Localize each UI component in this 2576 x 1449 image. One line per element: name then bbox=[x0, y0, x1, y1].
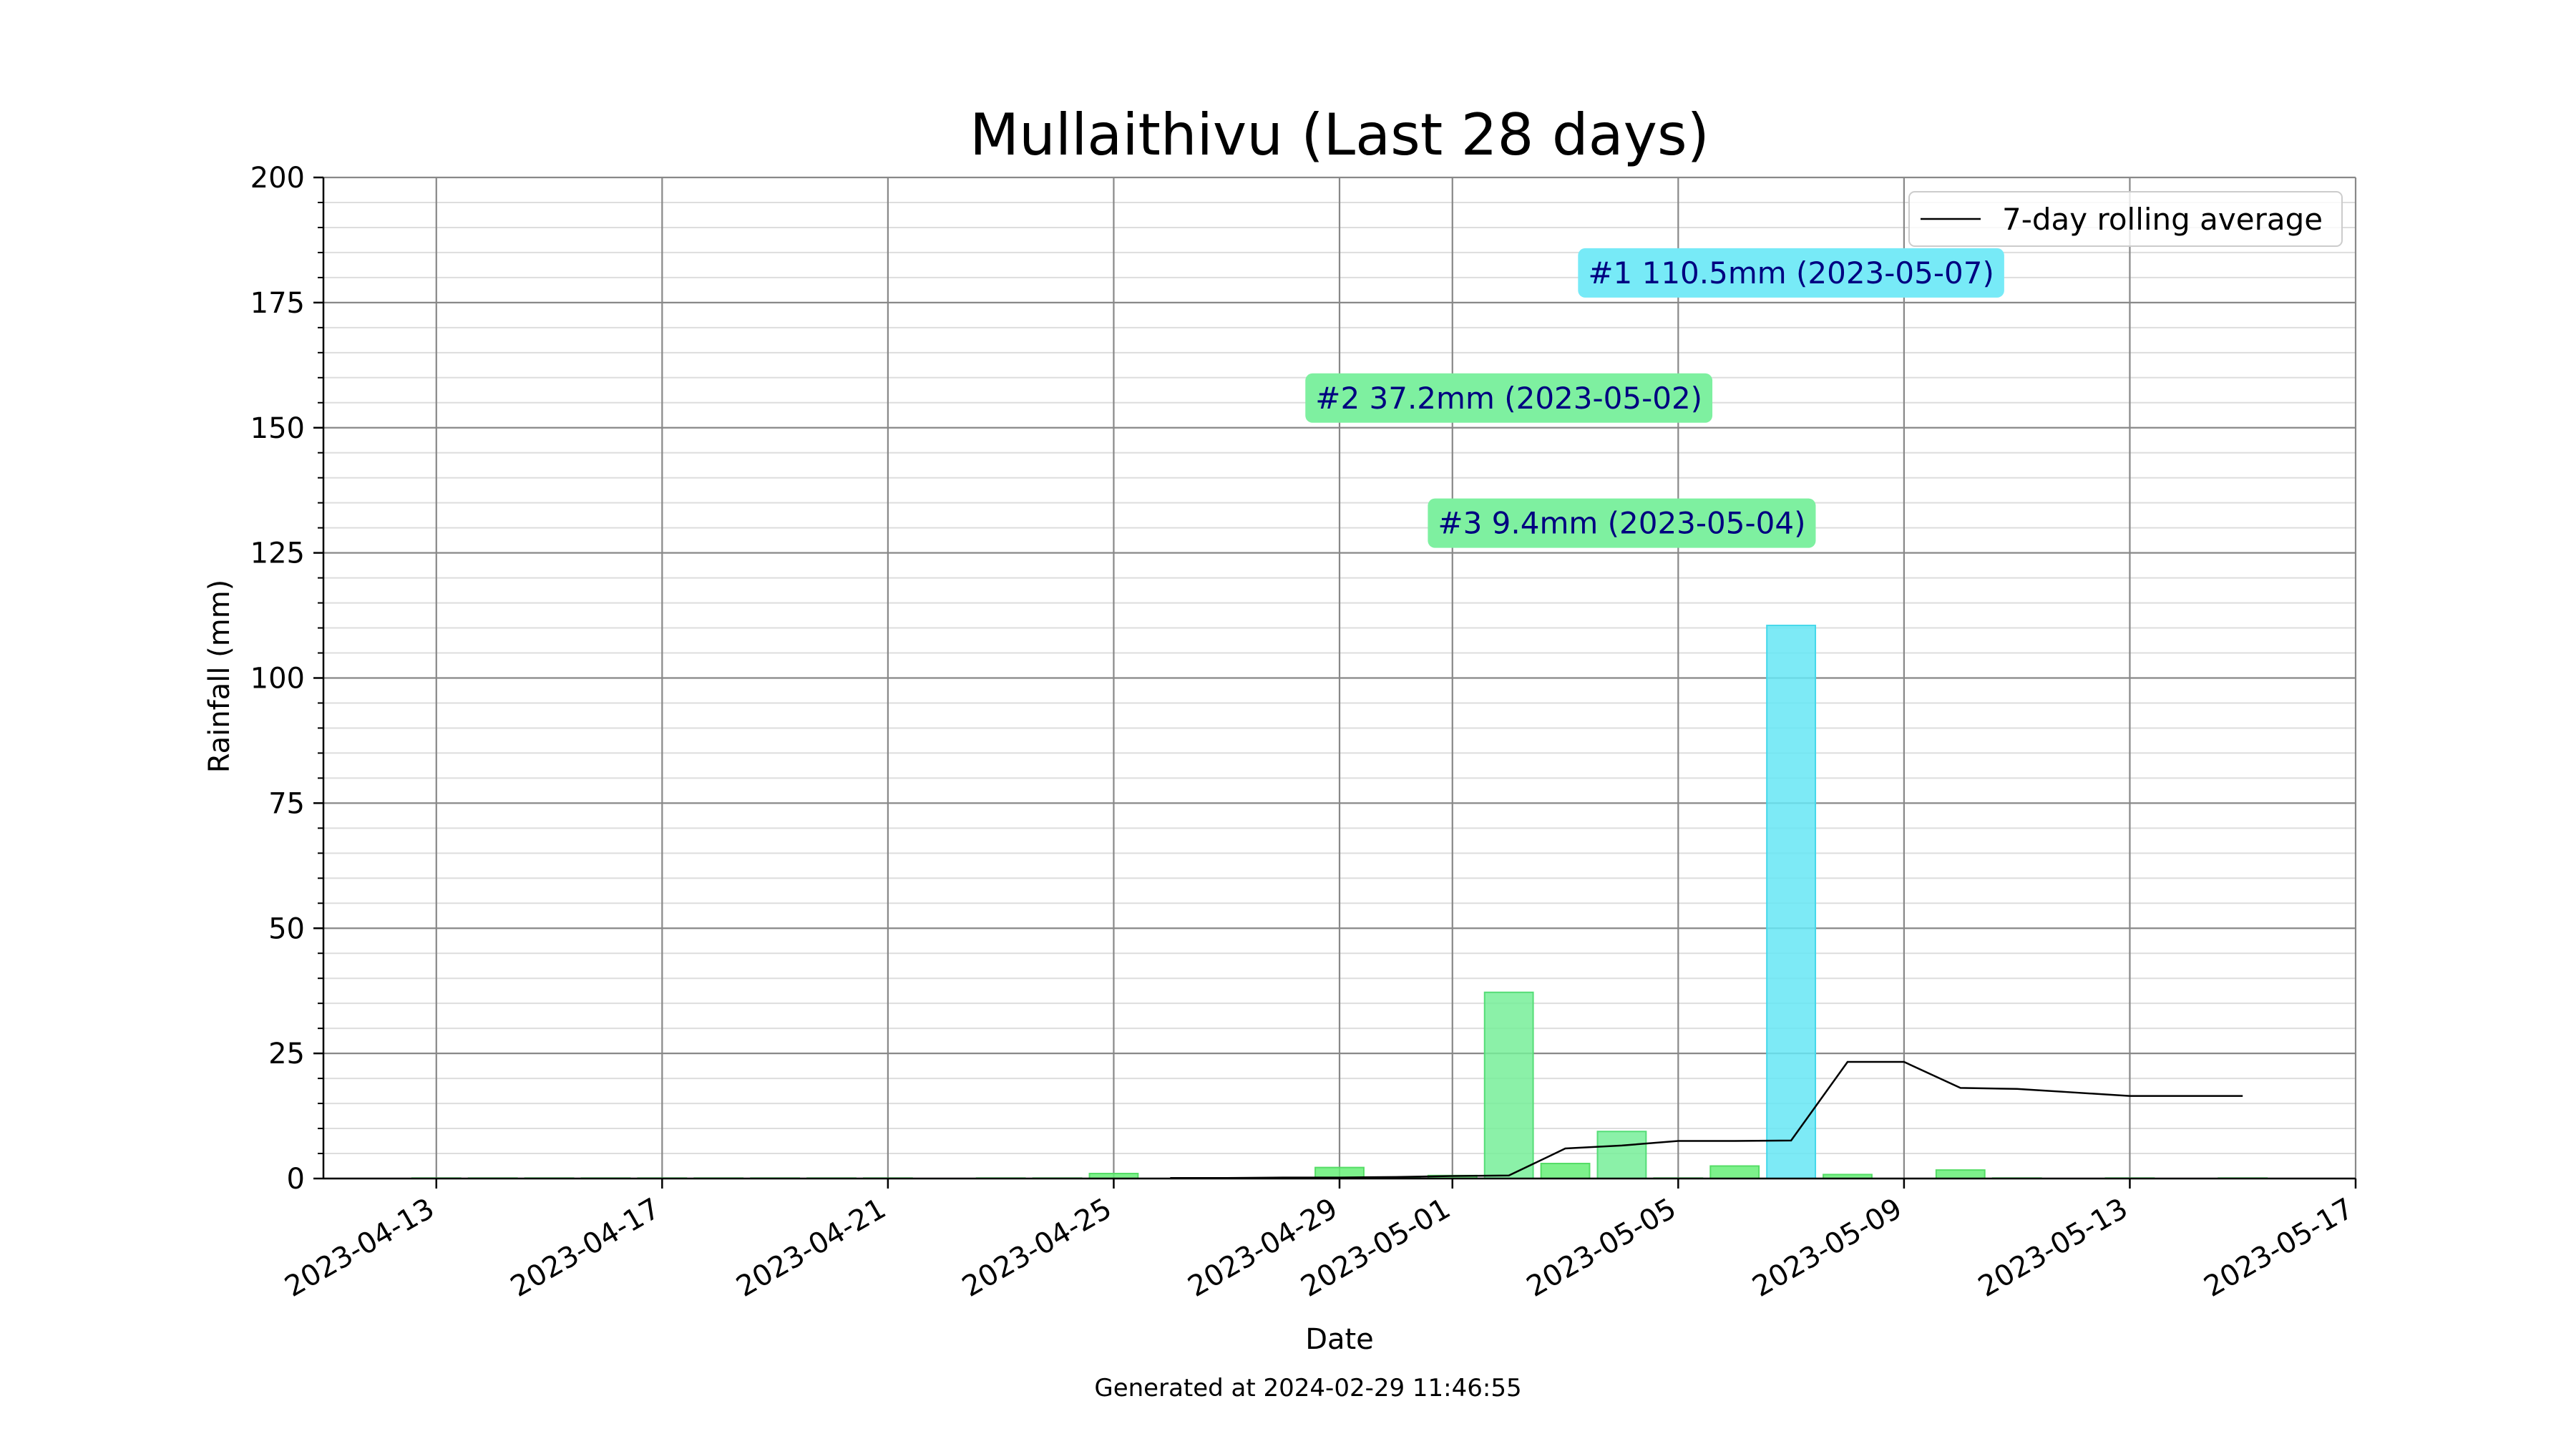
rolling-average-line-layer bbox=[1170, 1060, 2243, 1179]
legend-frame bbox=[1908, 191, 2343, 247]
y-tick-label: 0 bbox=[287, 1163, 305, 1196]
legend-label: 7-day rolling average bbox=[2002, 202, 2323, 237]
bar bbox=[1709, 1165, 1760, 1179]
y-tick-label: 125 bbox=[250, 537, 305, 570]
legend-box: 7-day rolling average bbox=[1908, 191, 2343, 247]
axes: 0 25 50 75 100 125 150 175 200 2023-04-13 2023-04-… bbox=[250, 162, 2359, 1304]
annotation-label: #3 9.4mm (2023-05-04) bbox=[1438, 506, 1805, 541]
bar bbox=[1540, 1163, 1591, 1180]
annotation-box bbox=[1305, 373, 1713, 423]
annotation: #2 37.2mm (2023-05-02) bbox=[1305, 373, 1713, 423]
annotation: #1 110.5mm (2023-05-07) bbox=[1578, 248, 2004, 298]
annotation-label: #1 110.5mm (2023-05-07) bbox=[1588, 255, 1994, 291]
legend: 7-day rolling average bbox=[1908, 191, 2343, 247]
annotation-box bbox=[1578, 248, 2004, 298]
y-tick-label: 100 bbox=[250, 663, 305, 696]
y-tick-label: 50 bbox=[268, 912, 305, 945]
annotation-box bbox=[1428, 498, 1816, 548]
x-tick-label: 2023-04-25 bbox=[957, 1192, 1117, 1304]
annotation-label: #2 37.2mm (2023-05-02) bbox=[1315, 381, 1702, 416]
rolling-average-line bbox=[1170, 1060, 2243, 1179]
bars bbox=[411, 625, 2268, 1180]
x-tick-label: 2023-04-17 bbox=[505, 1192, 665, 1304]
bar bbox=[1596, 1131, 1647, 1179]
chart-title: Mullaithivu (Last 28 days) bbox=[970, 102, 1709, 168]
annotation: #3 9.4mm (2023-05-04) bbox=[1428, 498, 1816, 548]
y-tick-label: 175 bbox=[250, 287, 305, 320]
bar bbox=[1935, 1169, 1986, 1180]
y-tick-label: 25 bbox=[268, 1038, 305, 1070]
x-tick-label: 2023-05-13 bbox=[1973, 1192, 2133, 1304]
x-tick-label: 2023-05-17 bbox=[2199, 1192, 2359, 1304]
x-axis-label: Date bbox=[1305, 1323, 1374, 1356]
generated-timestamp: Generated at 2024-02-29 11:46:55 bbox=[1094, 1374, 1521, 1402]
y-axis-label: Rainfall (mm) bbox=[203, 580, 236, 774]
bar bbox=[1483, 991, 1534, 1179]
x-tick-label: 2023-05-05 bbox=[1521, 1192, 1682, 1304]
x-tick-label: 2023-05-09 bbox=[1747, 1192, 1908, 1304]
bar bbox=[1766, 625, 1817, 1179]
annotations: #1 110.5mm (2023-05-07) #2 37.2mm (2023-0… bbox=[1305, 248, 2004, 548]
y-tick-label: 150 bbox=[250, 412, 305, 445]
grid bbox=[323, 176, 2357, 1180]
y-tick-label: 75 bbox=[268, 787, 305, 820]
x-tick-label: 2023-04-13 bbox=[279, 1192, 439, 1304]
x-tick-label: 2023-04-21 bbox=[731, 1192, 892, 1304]
y-tick-label: 200 bbox=[250, 162, 305, 195]
